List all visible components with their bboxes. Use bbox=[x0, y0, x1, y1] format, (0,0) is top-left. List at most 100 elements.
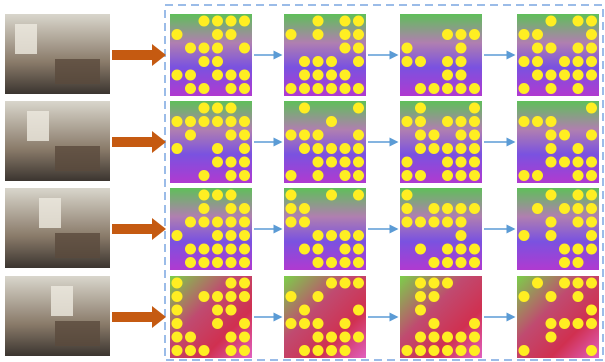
depth-map bbox=[400, 276, 482, 358]
depth-map bbox=[517, 101, 599, 183]
depth-map bbox=[284, 14, 366, 96]
scene-window bbox=[15, 24, 37, 54]
orange-arrow-head bbox=[152, 44, 166, 66]
sample-dot bbox=[455, 143, 467, 154]
sample-dot bbox=[299, 216, 310, 228]
sample-dot bbox=[586, 189, 597, 201]
sample-dot bbox=[353, 83, 364, 94]
sample-dot bbox=[225, 156, 237, 168]
sample-dot bbox=[415, 83, 426, 94]
depth-panel bbox=[170, 14, 252, 96]
sample-dot bbox=[239, 42, 250, 54]
sample-dot bbox=[299, 102, 310, 114]
depth-panel bbox=[517, 276, 599, 358]
sample-dot bbox=[312, 170, 324, 181]
sample-dot bbox=[339, 42, 351, 54]
sample-dot bbox=[326, 257, 337, 268]
sample-dot bbox=[198, 42, 210, 54]
sample-dot bbox=[572, 318, 584, 329]
sample-dot bbox=[455, 129, 467, 141]
sample-dot bbox=[299, 318, 310, 329]
sample-dot bbox=[469, 170, 480, 181]
sample-dot bbox=[285, 216, 297, 228]
sample-dot bbox=[212, 189, 223, 201]
sample-dot bbox=[428, 291, 440, 302]
sample-dot bbox=[518, 116, 530, 127]
sample-dot bbox=[415, 331, 426, 343]
sample-dot bbox=[312, 15, 324, 27]
sample-dot bbox=[532, 69, 543, 81]
sample-dot bbox=[586, 42, 597, 54]
sample-dot bbox=[171, 116, 183, 127]
depth-panel bbox=[400, 14, 482, 96]
sample-dot bbox=[185, 116, 196, 127]
sample-dot bbox=[339, 83, 351, 94]
sample-dot bbox=[312, 29, 324, 40]
depth-map bbox=[400, 188, 482, 270]
sample-dot bbox=[469, 102, 480, 114]
scene-window bbox=[27, 111, 49, 141]
sample-dot bbox=[285, 29, 297, 40]
depth-panel bbox=[400, 276, 482, 358]
sample-dot bbox=[312, 331, 324, 343]
sample-dot bbox=[312, 156, 324, 168]
sample-dot bbox=[339, 69, 351, 81]
sample-dot bbox=[198, 116, 210, 127]
sample-dot bbox=[455, 230, 467, 241]
sample-dot bbox=[239, 243, 250, 255]
sample-dot bbox=[586, 230, 597, 241]
depth-map bbox=[170, 14, 252, 96]
sample-dot bbox=[225, 83, 237, 94]
sample-dot bbox=[239, 277, 250, 289]
sample-dot bbox=[442, 29, 453, 40]
sample-dot bbox=[545, 83, 557, 94]
sample-dot bbox=[239, 257, 250, 268]
sample-dot bbox=[225, 257, 237, 268]
sample-dot bbox=[212, 230, 223, 241]
sample-dot bbox=[455, 257, 467, 268]
sample-dot bbox=[442, 56, 453, 67]
sample-dot bbox=[353, 277, 364, 289]
sample-dot bbox=[428, 277, 440, 289]
sample-dot bbox=[239, 291, 250, 302]
sample-dot bbox=[559, 257, 570, 268]
sample-dot bbox=[586, 29, 597, 40]
depth-map bbox=[517, 188, 599, 270]
sample-dot bbox=[545, 189, 557, 201]
sample-dot bbox=[415, 291, 426, 302]
sample-dot bbox=[312, 56, 324, 67]
sample-dot bbox=[212, 291, 223, 302]
sample-dot bbox=[545, 69, 557, 81]
sample-dot bbox=[586, 129, 597, 141]
sample-dot bbox=[198, 243, 210, 255]
sample-dot bbox=[353, 230, 364, 241]
depth-panel bbox=[170, 101, 252, 183]
sample-dot bbox=[326, 345, 337, 356]
depth-map bbox=[170, 276, 252, 358]
sample-dot bbox=[299, 243, 310, 255]
depth-panel bbox=[517, 188, 599, 270]
sample-dot bbox=[586, 156, 597, 168]
sample-dot bbox=[428, 318, 440, 329]
sample-dot bbox=[401, 116, 413, 127]
sample-dot bbox=[326, 143, 337, 154]
sample-dot bbox=[572, 277, 584, 289]
sample-dot bbox=[532, 203, 543, 214]
sample-dot bbox=[171, 29, 183, 40]
sample-dot bbox=[415, 116, 426, 127]
orange-arrow-head bbox=[152, 306, 166, 328]
sample-dot bbox=[532, 56, 543, 67]
sample-dot bbox=[339, 143, 351, 154]
sample-dot bbox=[339, 318, 351, 329]
orange-arrow-head bbox=[152, 131, 166, 153]
sample-dot bbox=[469, 318, 480, 329]
sample-dot bbox=[572, 189, 584, 201]
sample-dot bbox=[312, 69, 324, 81]
sample-dot bbox=[455, 69, 467, 81]
sample-dot bbox=[239, 230, 250, 241]
sample-dot bbox=[518, 56, 530, 67]
sample-dot bbox=[518, 291, 530, 302]
sample-dot bbox=[469, 129, 480, 141]
orange-arrow-shaft bbox=[112, 50, 152, 60]
sample-dot bbox=[545, 318, 557, 329]
